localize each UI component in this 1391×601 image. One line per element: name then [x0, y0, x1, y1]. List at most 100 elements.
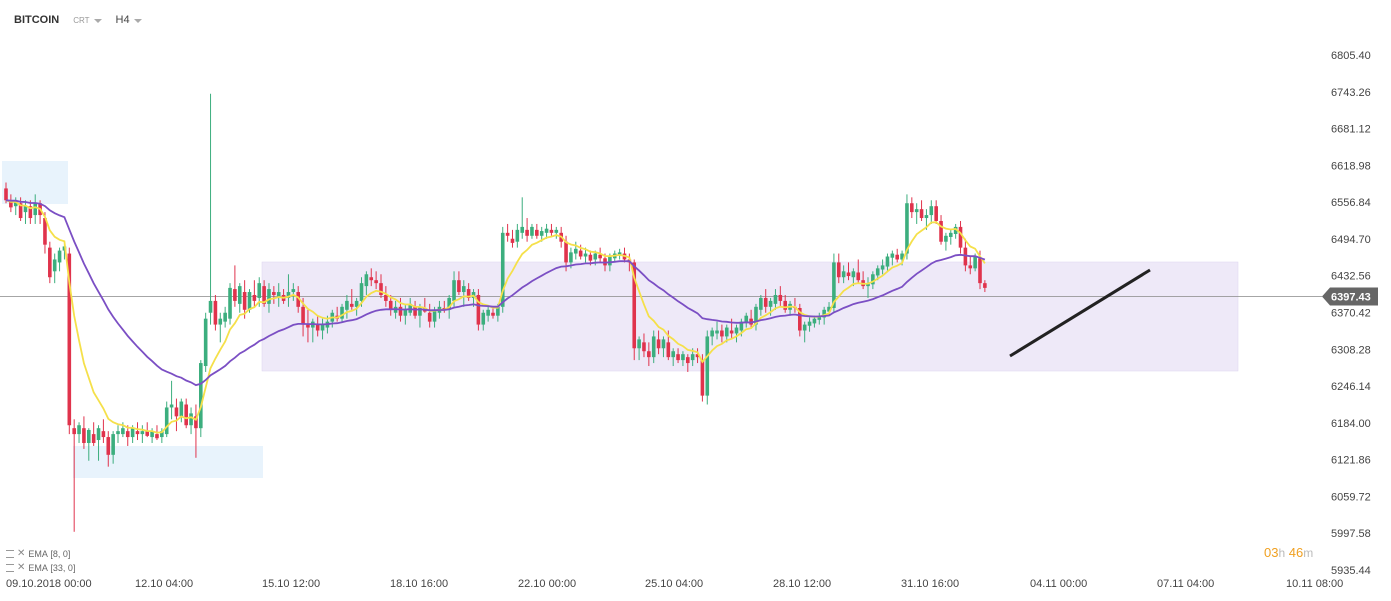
candle-body — [763, 297, 768, 307]
trend-line — [1009, 268, 1151, 358]
candle-body — [228, 287, 232, 319]
candle-body — [598, 254, 602, 259]
candle-body — [700, 360, 705, 396]
candle-body — [871, 274, 875, 285]
price-tick-label: 6494.70 — [1331, 234, 1371, 246]
candle-body — [18, 203, 23, 219]
candle-body — [885, 256, 890, 267]
candle-body — [306, 324, 310, 328]
candle-body — [642, 342, 646, 352]
candle-body — [160, 431, 164, 438]
price-tick-label: 6805.40 — [1331, 50, 1371, 62]
candle-body — [345, 300, 349, 310]
candle-body — [690, 354, 695, 361]
candle-body — [427, 312, 432, 322]
indicator-ema-33: ✕ EMA [33, 0] — [6, 562, 75, 573]
candle-body — [681, 354, 685, 361]
candle-body — [106, 437, 111, 455]
candle-body — [525, 229, 529, 236]
indicator-settings-icon[interactable] — [6, 549, 14, 558]
instrument-dropdown-icon[interactable] — [93, 19, 102, 23]
time-tick-label: 15.10 12:00 — [262, 578, 320, 590]
time-tick-label: 28.10 12:00 — [773, 578, 831, 590]
time-tick-label: 22.10 00:00 — [518, 578, 576, 590]
candle-body — [734, 327, 739, 334]
time-tick-label: 25.10 04:00 — [645, 578, 703, 590]
candle-body — [832, 262, 836, 309]
indicator-remove-icon[interactable]: ✕ — [17, 562, 26, 573]
candle-body — [194, 416, 198, 429]
candle-body — [637, 339, 641, 349]
symbol-label: BITCOIN — [14, 14, 60, 26]
candle-body — [9, 200, 13, 208]
candle-body — [67, 253, 72, 426]
candle-body — [101, 431, 106, 438]
candle-body — [349, 303, 354, 307]
timer-minutes: 46 — [1288, 545, 1304, 560]
candle-body — [968, 265, 973, 269]
candle-body — [130, 428, 135, 438]
candle-body — [91, 434, 96, 443]
candle-body — [369, 277, 374, 281]
price-tick-label: 6370.42 — [1331, 308, 1371, 320]
current-price-label: 6397.43 — [1331, 292, 1371, 304]
candle-body — [203, 318, 208, 367]
candle-body — [798, 308, 802, 331]
candle-body — [744, 315, 749, 322]
candle-body — [461, 286, 466, 293]
candle-body — [315, 324, 320, 331]
indicator-remove-icon[interactable]: ✕ — [17, 548, 26, 559]
candle-body — [43, 218, 47, 245]
price-tick-label: 6618.98 — [1331, 160, 1371, 172]
timeframe-dropdown-icon[interactable] — [133, 19, 142, 23]
candle-body — [286, 292, 291, 298]
price-tick-label: 5935.44 — [1331, 565, 1371, 577]
ema-33-line — [5, 199, 986, 387]
candle-body — [651, 336, 656, 358]
time-tick-label: 12.10 04:00 — [135, 578, 193, 590]
candle-body — [515, 229, 520, 242]
candle-body — [505, 232, 510, 236]
candle-body — [140, 431, 145, 435]
candle-body — [593, 253, 598, 260]
time-tick-label: 10.11 08:00 — [1286, 578, 1343, 590]
candle-body — [447, 297, 451, 310]
candle-body — [72, 428, 76, 435]
candle-body — [895, 254, 900, 260]
candle-body — [671, 351, 675, 358]
candle-body — [530, 226, 534, 236]
candle-body — [33, 203, 38, 216]
candle-body — [155, 434, 159, 439]
candle-body — [135, 431, 140, 435]
candle-body — [403, 309, 408, 316]
candle-body — [413, 306, 417, 316]
candle-body — [754, 306, 758, 325]
indicator-label: EMA — [28, 562, 48, 573]
candle-body — [354, 300, 359, 307]
current-price-badge — [1322, 287, 1378, 306]
candle-body — [900, 253, 904, 260]
candle-body — [661, 339, 666, 349]
candle-body — [978, 258, 982, 284]
candle-body — [666, 342, 671, 358]
candle-body — [223, 312, 227, 322]
candle-body — [875, 268, 880, 276]
candle-body — [359, 283, 364, 301]
candle-body — [617, 252, 622, 255]
candle-body — [958, 226, 963, 248]
time-tick-label: 31.10 16:00 — [901, 578, 959, 590]
indicator-label: EMA — [28, 548, 48, 559]
indicator-settings-icon[interactable] — [6, 563, 14, 572]
candle-body — [544, 228, 549, 233]
candle-body — [549, 229, 554, 233]
candle-body — [783, 300, 787, 310]
candle-body — [500, 232, 505, 307]
candle-body — [647, 351, 651, 358]
candle-body — [150, 431, 154, 438]
candle-body — [910, 203, 914, 213]
candle-body — [28, 206, 33, 219]
candle-body — [398, 306, 403, 316]
candle-body — [242, 292, 247, 310]
timeframe-label[interactable]: H4 — [115, 14, 130, 26]
